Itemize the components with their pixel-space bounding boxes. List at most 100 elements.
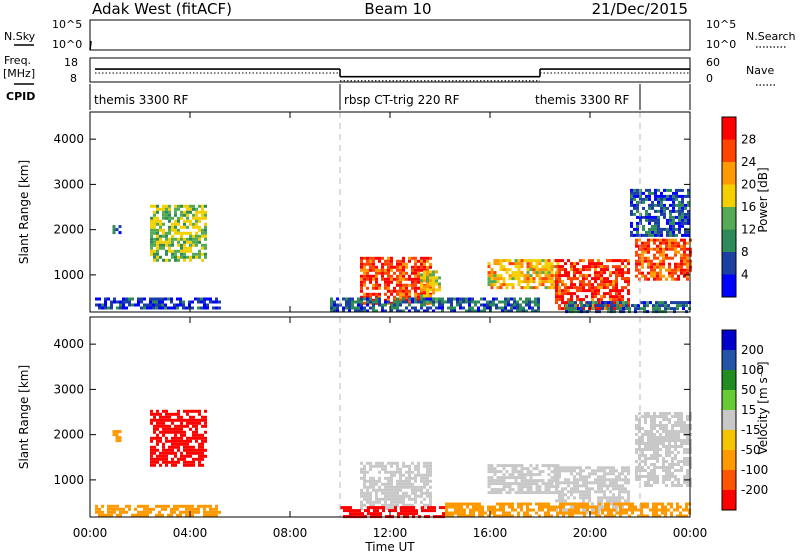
- data-cell: [616, 301, 619, 305]
- data-cell: [547, 464, 551, 468]
- data-cell: [384, 298, 387, 302]
- data-cell: [591, 259, 594, 263]
- data-cell: [191, 513, 194, 517]
- data-cell: [399, 482, 402, 486]
- data-cell: [439, 506, 442, 510]
- data-cell: [621, 505, 624, 509]
- data-cell: [657, 227, 660, 231]
- data-cell: [666, 221, 669, 225]
- data-cell: [399, 485, 402, 489]
- data-cell: [600, 286, 603, 290]
- data-cell: [189, 439, 192, 443]
- data-cell: [174, 222, 177, 226]
- data-cell: [591, 304, 594, 308]
- data-cell: [514, 274, 518, 278]
- data-cell: [579, 286, 582, 290]
- data-cell: [600, 499, 603, 503]
- data-cell: [198, 442, 201, 446]
- data-cell: [168, 427, 171, 431]
- data-cell: [547, 259, 551, 263]
- data-cell: [426, 467, 429, 471]
- data-cell: [513, 306, 516, 310]
- data-cell: [177, 415, 180, 419]
- data-cell: [591, 289, 594, 293]
- data-cell: [396, 259, 399, 263]
- data-cell: [390, 485, 393, 489]
- data-cell: [360, 297, 363, 301]
- data-cell: [646, 505, 649, 509]
- data-cell: [460, 508, 463, 512]
- data-cell: [567, 481, 570, 485]
- data-cell: [472, 508, 475, 512]
- data-cell: [204, 216, 207, 220]
- data-cell: [444, 300, 447, 304]
- data-cell: [654, 221, 657, 225]
- data-cell: [606, 280, 609, 284]
- data-cell: [684, 233, 687, 237]
- data-cell: [574, 505, 577, 509]
- data-cell: [585, 490, 588, 494]
- data-cell: [493, 488, 497, 492]
- data-cell: [603, 478, 606, 482]
- data-cell: [674, 475, 677, 478]
- data-cell: [547, 508, 550, 512]
- data-cell: [573, 490, 576, 494]
- data-cell: [390, 476, 393, 480]
- data-cell: [656, 442, 659, 445]
- data-cell: [644, 256, 647, 260]
- data-cell: [384, 283, 387, 287]
- data-cell: [591, 262, 594, 266]
- data-cell: [547, 485, 551, 489]
- data-cell: [547, 274, 551, 278]
- data-cell: [562, 505, 565, 509]
- data-cell: [528, 300, 531, 304]
- data-cell: [586, 502, 589, 506]
- data-cell: [366, 300, 369, 304]
- data-cell: [668, 271, 671, 275]
- data-cell: [625, 511, 628, 515]
- data-cell: [391, 509, 394, 513]
- data-cell: [675, 197, 678, 201]
- data-cell: [171, 442, 174, 446]
- data-cell: [675, 188, 678, 192]
- data-cell: [655, 301, 658, 305]
- data-cell: [454, 508, 457, 512]
- data-cell: [644, 259, 647, 263]
- data-cell: [674, 238, 677, 242]
- data-cell: [547, 277, 551, 281]
- data-cell: [630, 197, 633, 201]
- data-cell: [525, 300, 528, 304]
- data-cell: [618, 289, 621, 293]
- data-cell: [171, 252, 174, 256]
- data-cell: [555, 286, 558, 290]
- data-cell: [174, 463, 177, 467]
- data-cell: [638, 457, 641, 460]
- data-cell: [668, 436, 671, 439]
- data-cell: [544, 488, 548, 492]
- data-cell: [399, 497, 402, 501]
- data-cell: [662, 460, 665, 463]
- data-cell: [423, 273, 426, 277]
- data-cell: [621, 262, 624, 266]
- data-cell: [104, 303, 107, 307]
- data-cell: [641, 241, 644, 245]
- data-cell: [218, 300, 221, 304]
- data-cell: [201, 234, 204, 238]
- data-cell: [180, 451, 183, 455]
- data-cell: [423, 276, 426, 280]
- data-cell: [165, 418, 168, 422]
- data-cell: [660, 200, 663, 204]
- data-cell: [150, 409, 153, 413]
- data-cell: [369, 503, 372, 507]
- data-cell: [459, 300, 462, 304]
- data-cell: [450, 300, 453, 304]
- data-cell: [378, 461, 381, 465]
- data-cell: [600, 262, 603, 266]
- data-cell: [153, 424, 156, 428]
- data-cell: [529, 286, 533, 290]
- data-cell: [168, 448, 171, 452]
- data-cell: [396, 500, 399, 504]
- data-cell: [366, 256, 369, 260]
- data-cell: [168, 207, 171, 211]
- data-cell: [369, 500, 372, 504]
